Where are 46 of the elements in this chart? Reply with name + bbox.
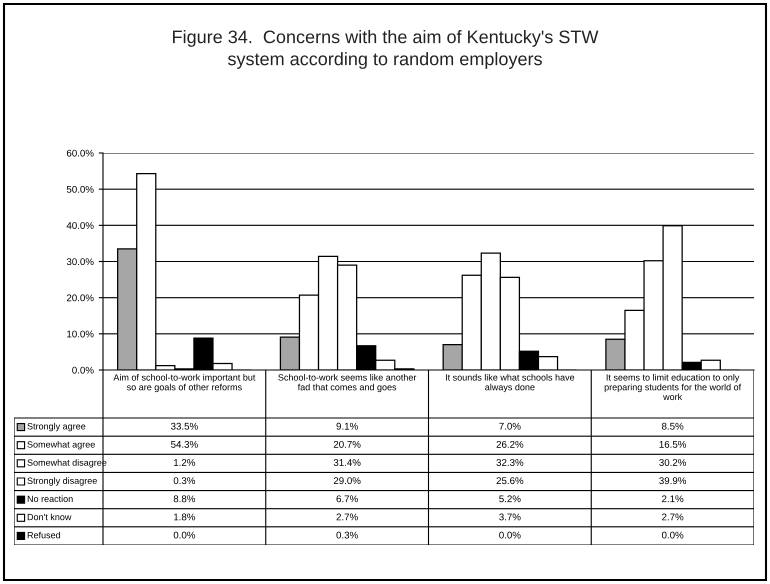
data-label: 2.1% [662, 495, 684, 502]
data-label: 39.9% [659, 477, 686, 484]
data-label: 1.2% [174, 459, 196, 466]
data-label: 9.1% [336, 422, 358, 430]
y-tick-label: 10.0% [67, 330, 94, 338]
data-label: 8.8% [174, 495, 196, 502]
data-label: 3.7% [499, 514, 521, 520]
data-label: 29.0% [334, 477, 361, 484]
data-label: 0.0% [174, 532, 196, 539]
data-label: 8.5% [662, 422, 684, 430]
data-label: 54.3% [170, 440, 198, 448]
data-label: 1.8% [174, 514, 196, 520]
y-tick-label: 50.0% [66, 186, 94, 193]
y-tick-label: 30.0% [66, 258, 94, 266]
data-label: 33.5% [170, 422, 198, 430]
data-label: 2.7% [662, 514, 684, 520]
data-label: 30.2% [659, 459, 686, 466]
legend-label: Somewhat agree [27, 441, 95, 450]
legend-label: Strongly disagree [27, 477, 97, 486]
data-label: 0.3% [336, 532, 358, 539]
data-label: 7.0% [499, 422, 521, 430]
y-tick-label: 40.0% [66, 222, 94, 229]
legend-label: Refused [28, 532, 60, 538]
chart-title: Figure 34. Concerns with the aim of Kentucky's STW system according to random employers [173, 30, 598, 69]
data-label: 32.3% [496, 459, 524, 466]
data-label: 0.0% [499, 532, 521, 539]
legend-label: No reaction [28, 495, 73, 502]
data-label: 31.4% [334, 459, 361, 466]
data-label: 20.7% [334, 440, 361, 448]
data-label: 0.3% [174, 477, 196, 484]
data-label: 26.2% [496, 440, 524, 448]
data-label: 16.5% [660, 440, 686, 448]
y-tick-label: 60.0% [66, 150, 94, 157]
x-tick-label: It sounds like what schools have always done [446, 374, 574, 392]
legend-label: Strongly agree [27, 422, 86, 432]
data-label: 2.7% [336, 514, 358, 520]
data-label: 5.2% [499, 495, 521, 502]
x-tick-label: Aim of school-to-work important but so are goals of other reforms [113, 374, 256, 392]
data-label: 25.6% [496, 477, 524, 484]
data-label: 6.7% [336, 495, 358, 502]
x-tick-label: It seems to limit education to only preparing students for the world of work [604, 374, 742, 400]
legend-label: Don't know [28, 514, 72, 520]
y-tick-label: 0.0% [72, 366, 94, 374]
y-tick-label: 20.0% [66, 294, 94, 302]
data-label: 0.0% [662, 532, 684, 539]
x-tick-label: School-to-work seems like another fad that comes and goes [278, 374, 416, 392]
